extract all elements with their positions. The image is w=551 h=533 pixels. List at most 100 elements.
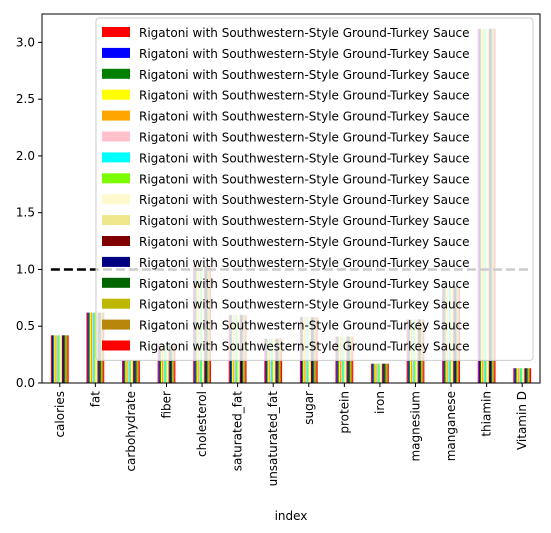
bar xyxy=(165,345,167,383)
bar xyxy=(66,335,68,383)
bar xyxy=(381,363,383,383)
bar xyxy=(157,345,159,383)
bar xyxy=(128,360,130,383)
legend-label: Rigatoni with Southwestern-Style Ground-… xyxy=(139,89,470,103)
bar xyxy=(373,363,375,383)
bar xyxy=(519,368,522,383)
legend-swatch xyxy=(102,131,130,142)
y-tick-label: 0.0 xyxy=(16,376,35,390)
legend-label: Rigatoni with Southwestern-Style Ground-… xyxy=(139,214,470,228)
bar xyxy=(523,368,525,383)
legend-box xyxy=(95,17,534,361)
bar xyxy=(63,335,65,383)
bar xyxy=(67,335,69,383)
bar xyxy=(524,368,526,383)
legend-swatch xyxy=(102,236,130,246)
bar xyxy=(169,345,171,383)
x-tick-label: cholesterol xyxy=(195,391,209,457)
bar xyxy=(122,360,124,383)
bar xyxy=(138,360,140,383)
bar xyxy=(526,368,528,383)
bar xyxy=(90,312,93,383)
bar xyxy=(129,360,131,383)
legend-swatch xyxy=(102,319,130,330)
legend-label: Rigatoni with Southwestern-Style Ground-… xyxy=(139,68,470,82)
y-tick-label: 1.5 xyxy=(16,206,35,220)
bar xyxy=(525,368,527,383)
x-tick-label: fiber xyxy=(160,391,174,419)
legend-swatch xyxy=(102,173,130,184)
bar xyxy=(385,363,387,383)
y-tick-label: 2.5 xyxy=(16,92,35,106)
bar xyxy=(52,335,54,383)
bar xyxy=(127,360,129,383)
bar xyxy=(53,335,55,383)
y-tick-label: 1.0 xyxy=(16,262,35,276)
x-tick-label: carbohydrate xyxy=(124,391,138,472)
bar xyxy=(167,345,169,383)
bar xyxy=(89,312,91,383)
x-tick-label: thiamin xyxy=(480,391,494,437)
legend-swatch xyxy=(102,152,130,163)
bar xyxy=(517,368,519,383)
bar xyxy=(528,368,530,383)
legend-swatch xyxy=(102,194,130,205)
x-tick-label: saturated_fat xyxy=(231,391,245,471)
x-tick-label: fat xyxy=(88,391,102,408)
bar xyxy=(515,368,517,383)
bar xyxy=(87,312,89,383)
bar xyxy=(86,312,88,383)
legend: Rigatoni with Southwestern-Style Ground-… xyxy=(95,17,534,361)
bar xyxy=(375,363,377,383)
bar xyxy=(123,360,125,383)
bar xyxy=(62,335,64,383)
legend-label: Rigatoni with Southwestern-Style Ground-… xyxy=(139,277,470,291)
bar xyxy=(57,335,59,383)
bar xyxy=(372,363,374,383)
bar xyxy=(58,335,60,383)
bar xyxy=(135,360,137,383)
bar xyxy=(136,360,138,383)
bar xyxy=(65,335,67,383)
bar xyxy=(170,345,173,383)
x-tick-label: sugar xyxy=(302,391,316,425)
x-axis: calories fat carbohydrate fiber cholesterol s… xyxy=(53,383,529,486)
bar xyxy=(371,363,373,383)
x-tick-label: magnesium xyxy=(409,391,423,462)
bar xyxy=(130,360,133,383)
legend-swatch xyxy=(102,340,130,351)
bar xyxy=(514,368,516,383)
bar xyxy=(126,360,128,383)
legend-label: Rigatoni with Southwestern-Style Ground-… xyxy=(139,26,470,40)
bar xyxy=(125,360,127,383)
x-tick-label: unsaturated_fat xyxy=(266,391,280,487)
bar xyxy=(93,312,95,383)
legend-swatch xyxy=(102,215,130,226)
legend-label: Rigatoni with Southwestern-Style Ground-… xyxy=(139,256,470,270)
x-tick-label: iron xyxy=(373,391,387,414)
bar xyxy=(527,368,529,383)
bar xyxy=(160,345,163,383)
bar xyxy=(376,363,378,383)
legend-swatch xyxy=(102,89,130,100)
legend-swatch xyxy=(102,277,130,288)
legend-swatch xyxy=(102,27,130,37)
bar xyxy=(379,363,382,383)
legend-label: Rigatoni with Southwestern-Style Ground-… xyxy=(139,47,470,61)
bar xyxy=(132,360,134,383)
bar xyxy=(530,368,532,383)
bar xyxy=(378,363,380,383)
y-tick-label: 0.5 xyxy=(16,319,35,333)
bar xyxy=(92,312,94,383)
legend-swatch xyxy=(102,47,130,58)
bar xyxy=(94,312,96,383)
bar xyxy=(133,360,135,383)
plot-frame xyxy=(41,13,541,384)
x-axis-label: index xyxy=(275,509,308,523)
y-tick-label: 2.0 xyxy=(16,149,35,163)
legend-label: Rigatoni with Southwestern-Style Ground-… xyxy=(139,235,470,249)
bar xyxy=(124,360,126,383)
bar xyxy=(387,363,389,383)
legend-label: Rigatoni with Southwestern-Style Ground-… xyxy=(139,131,470,145)
legend-swatch xyxy=(102,256,130,267)
